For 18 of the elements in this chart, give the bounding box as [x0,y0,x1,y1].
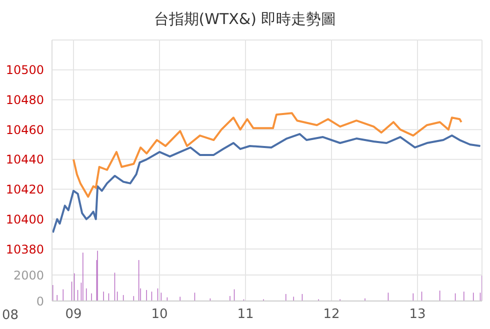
x-tick-label: 11 [237,307,254,322]
x-tick-label: 12 [323,307,340,322]
y-tick-label: 10440 [6,152,44,167]
y-tick-label: 10380 [6,242,44,256]
y-tick-label: 10420 [6,182,44,197]
y-tick-label: 0 [36,294,44,308]
text: 08 [2,308,19,323]
x-tick-label: 13 [409,307,426,322]
chart-title: 台指期(WTX&) 即時走勢圖 [152,10,338,29]
line-series [52,133,482,234]
line-series [72,112,462,198]
y-tick-label: 10480 [6,92,44,107]
y-tick-label: 2000 [13,268,44,282]
x-tick-label: 10 [151,307,168,322]
y-tick-label: 10400 [6,212,44,226]
x-tick-label: 09 [65,307,82,322]
y-tick-label: 10500 [6,63,44,78]
y-tick-label: 10460 [6,122,44,137]
